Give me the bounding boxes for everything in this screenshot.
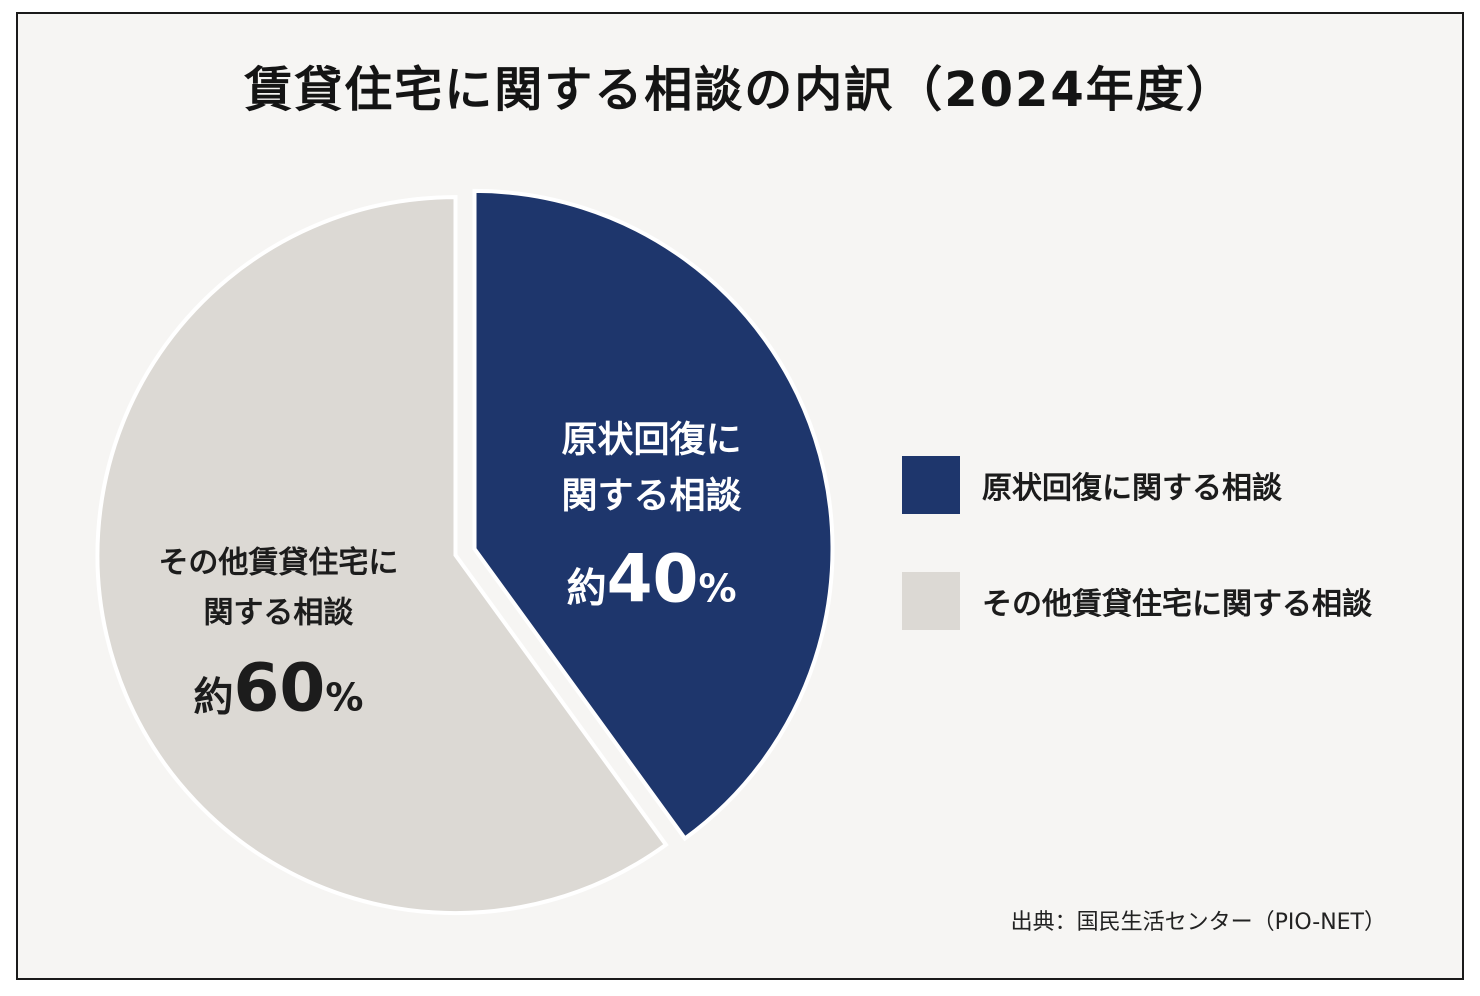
chart-title: 賃貸住宅に関する相談の内訳（2024年度） [244,62,1236,118]
legend-swatch-restoration [902,456,960,514]
slice-value-restoration: 約40% [567,540,737,617]
legend-swatch-other [902,572,960,630]
pie-slice-restoration [472,188,835,842]
legend-label-other: その他賃貸住宅に関する相談 [982,587,1372,622]
slice-label-restoration-line1: 原状回復に [562,419,742,460]
slice-label-restoration-line2: 関する相談 [562,475,742,516]
slice-label-other-line1: その他賃貸住宅に [158,546,398,581]
legend: 原状回復に関する相談 その他賃貸住宅に関する相談 [902,456,1372,688]
slice-value-other: 約60% [193,650,363,727]
legend-label-restoration: 原状回復に関する相談 [982,471,1282,506]
slice-label-other-line2: 関する相談 [203,596,354,631]
legend-item-other: その他賃貸住宅に関する相談 [902,572,1372,630]
legend-item-restoration: 原状回復に関する相談 [902,456,1372,514]
source-note: 出典：国民生活センター（PIO-NET） [1010,910,1386,935]
pie-slice-other [95,195,669,916]
